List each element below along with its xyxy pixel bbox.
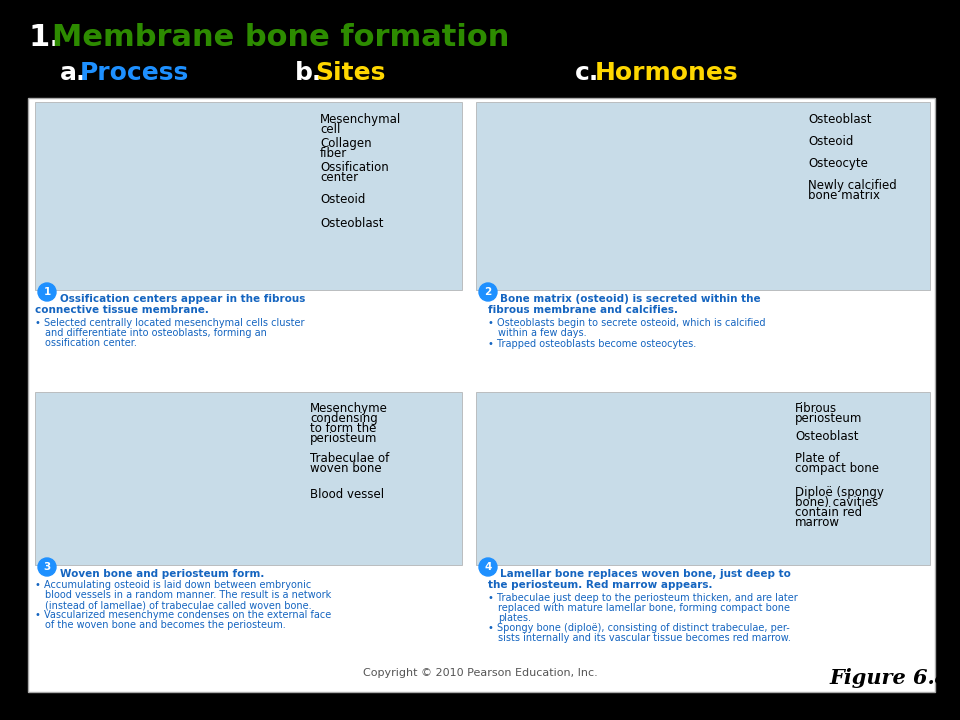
Text: bone) cavities: bone) cavities — [795, 496, 878, 509]
Text: 2: 2 — [485, 287, 492, 297]
Text: Osteoblast: Osteoblast — [808, 113, 872, 126]
Text: Osteocyte: Osteocyte — [808, 157, 868, 170]
Text: bone matrix: bone matrix — [808, 189, 880, 202]
Text: periosteum: periosteum — [310, 432, 377, 445]
Text: • Trabeculae just deep to the periosteum thicken, and are later: • Trabeculae just deep to the periosteum… — [488, 593, 798, 603]
Text: Mesenchymal: Mesenchymal — [320, 113, 401, 126]
Circle shape — [479, 558, 497, 576]
Text: Plate of: Plate of — [795, 452, 840, 465]
Text: • Accumulating osteoid is laid down between embryonic: • Accumulating osteoid is laid down betw… — [35, 580, 311, 590]
Text: Ossification centers appear in the fibrous: Ossification centers appear in the fibro… — [60, 294, 305, 304]
Text: connective tissue membrane.: connective tissue membrane. — [35, 305, 209, 315]
Text: Hormones: Hormones — [595, 61, 738, 85]
FancyBboxPatch shape — [28, 98, 935, 692]
Text: Lamellar bone replaces woven bone, just deep to: Lamellar bone replaces woven bone, just … — [500, 569, 791, 579]
Text: Mesenchyme: Mesenchyme — [310, 402, 388, 415]
Text: Osteoblast: Osteoblast — [320, 217, 383, 230]
Text: 1.: 1. — [28, 23, 60, 52]
Text: plates.: plates. — [498, 613, 531, 623]
Text: 4: 4 — [484, 562, 492, 572]
Text: blood vessels in a random manner. The result is a network: blood vessels in a random manner. The re… — [45, 590, 331, 600]
Text: • Trapped osteoblasts become osteocytes.: • Trapped osteoblasts become osteocytes. — [488, 339, 696, 349]
Text: • Selected centrally located mesenchymal cells cluster: • Selected centrally located mesenchymal… — [35, 318, 304, 328]
Text: woven bone: woven bone — [310, 462, 382, 475]
Circle shape — [38, 558, 56, 576]
Text: Sites: Sites — [315, 61, 385, 85]
Text: Ossification: Ossification — [320, 161, 389, 174]
Text: and differentiate into osteoblasts, forming an: and differentiate into osteoblasts, form… — [45, 328, 267, 338]
Text: cell: cell — [320, 123, 341, 136]
Text: Trabeculae of: Trabeculae of — [310, 452, 389, 465]
Text: of the woven bone and becomes the periosteum.: of the woven bone and becomes the perios… — [45, 620, 286, 630]
Text: sists internally and its vascular tissue becomes red marrow.: sists internally and its vascular tissue… — [498, 633, 791, 643]
Text: the periosteum. Red marrow appears.: the periosteum. Red marrow appears. — [488, 580, 712, 590]
Text: ossification center.: ossification center. — [45, 338, 137, 348]
Text: a.: a. — [60, 61, 86, 85]
Text: compact bone: compact bone — [795, 462, 879, 475]
Text: within a few days.: within a few days. — [498, 328, 587, 338]
Text: to form the: to form the — [310, 422, 376, 435]
Text: fibrous membrane and calcifies.: fibrous membrane and calcifies. — [488, 305, 678, 315]
Text: periosteum: periosteum — [795, 412, 862, 425]
FancyBboxPatch shape — [476, 392, 930, 565]
Text: Osteoid: Osteoid — [320, 193, 366, 206]
Text: Membrane bone formation: Membrane bone formation — [52, 23, 510, 52]
Text: Fibrous: Fibrous — [795, 402, 837, 415]
Text: 1: 1 — [43, 287, 51, 297]
Text: contain red: contain red — [795, 506, 862, 519]
Text: replaced with mature lamellar bone, forming compact bone: replaced with mature lamellar bone, form… — [498, 603, 790, 613]
Text: b.: b. — [295, 61, 323, 85]
FancyBboxPatch shape — [35, 392, 462, 565]
Circle shape — [479, 283, 497, 301]
Text: Osteoid: Osteoid — [808, 135, 853, 148]
Text: Diploë (spongy: Diploë (spongy — [795, 486, 884, 499]
Text: • Spongy bone (diploë), consisting of distinct trabeculae, per-: • Spongy bone (diploë), consisting of di… — [488, 623, 790, 633]
Text: Figure 6.8: Figure 6.8 — [829, 668, 950, 688]
Text: marrow: marrow — [795, 516, 840, 529]
Text: center: center — [320, 171, 358, 184]
Text: condensing: condensing — [310, 412, 377, 425]
FancyBboxPatch shape — [35, 102, 462, 290]
Text: Osteoblast: Osteoblast — [795, 430, 858, 443]
Text: • Vascularized mesenchyme condenses on the external face: • Vascularized mesenchyme condenses on t… — [35, 610, 331, 620]
Text: (instead of lamellae) of trabeculae called woven bone.: (instead of lamellae) of trabeculae call… — [45, 600, 312, 610]
Circle shape — [38, 283, 56, 301]
Text: Collagen: Collagen — [320, 137, 372, 150]
Text: Bone matrix (osteoid) is secreted within the: Bone matrix (osteoid) is secreted within… — [500, 294, 760, 304]
FancyBboxPatch shape — [476, 102, 930, 290]
Text: Newly calcified: Newly calcified — [808, 179, 897, 192]
Text: Blood vessel: Blood vessel — [310, 488, 384, 501]
Text: • Osteoblasts begin to secrete osteoid, which is calcified: • Osteoblasts begin to secrete osteoid, … — [488, 318, 765, 328]
Text: Woven bone and periosteum form.: Woven bone and periosteum form. — [60, 569, 264, 579]
Text: c.: c. — [575, 61, 599, 85]
Text: fiber: fiber — [320, 147, 348, 160]
Text: Copyright © 2010 Pearson Education, Inc.: Copyright © 2010 Pearson Education, Inc. — [363, 668, 597, 678]
Text: Process: Process — [80, 61, 189, 85]
Text: 3: 3 — [43, 562, 51, 572]
